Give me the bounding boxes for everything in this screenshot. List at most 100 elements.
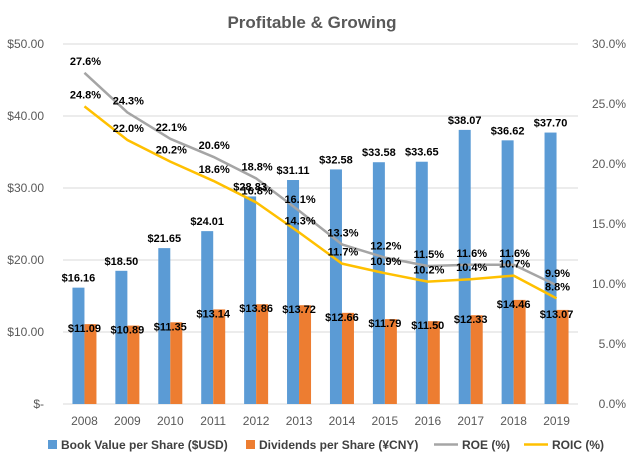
- book-value-bar: [501, 140, 514, 404]
- roic-label: 24.8%: [70, 89, 101, 101]
- dividend-label: $11.79: [368, 318, 401, 330]
- legend-dividends-label: Dividends per Share (¥CNY): [259, 438, 418, 452]
- dividend-label: $13.86: [239, 303, 273, 315]
- gridlines: [63, 43, 578, 405]
- book-value-bar: [544, 132, 557, 404]
- dividend-bar: [127, 325, 140, 404]
- book-value-label: $38.07: [448, 115, 482, 127]
- book-value-bar: [329, 169, 342, 404]
- dividend-bar: [170, 322, 183, 404]
- dividend-bar: [513, 299, 526, 404]
- chart-title: Profitable & Growing: [227, 13, 396, 32]
- book-value-bar: [244, 196, 257, 404]
- book-value-label: $28.83: [233, 181, 267, 193]
- book-value-label: $36.62: [491, 125, 525, 137]
- book-value-label: $24.01: [190, 216, 224, 228]
- book-value-bar: [158, 248, 171, 404]
- left-tick-label: $10.00: [7, 325, 44, 339]
- legend-book-value-swatch: [48, 440, 57, 449]
- roe-line: [83, 71, 558, 287]
- right-tick-label: 10.0%: [592, 277, 626, 291]
- roe-label: 24.3%: [113, 95, 144, 107]
- book-value-bar: [458, 129, 471, 404]
- roe-label: 27.6%: [70, 56, 101, 68]
- x-tick-label: 2016: [414, 414, 441, 428]
- dividend-label: $12.33: [454, 314, 488, 326]
- x-tick-label: 2010: [157, 414, 184, 428]
- roic-label: 10.2%: [413, 265, 444, 277]
- roe-label: 22.1%: [156, 122, 187, 134]
- dividend-label: $12.66: [325, 312, 359, 324]
- left-tick-label: $50.00: [7, 37, 44, 51]
- roe-label: 11.6%: [499, 248, 530, 260]
- dividend-bar: [384, 319, 397, 404]
- dividend-bar: [213, 309, 226, 404]
- legend-book-value-label: Book Value per Share ($USD): [61, 438, 228, 452]
- roic-line: [83, 105, 558, 300]
- roic-label: 20.2%: [156, 145, 187, 157]
- x-tick-label: 2011: [200, 414, 226, 428]
- right-axis-ticks: 0.0% 5.0% 10.0% 15.0% 20.0% 25.0% 30.0%: [592, 37, 626, 411]
- legend-roe-label: ROE (%): [462, 438, 510, 452]
- right-tick-label: 15.0%: [592, 217, 626, 231]
- x-tick-label: 2017: [457, 414, 484, 428]
- x-tick-label: 2015: [372, 414, 399, 428]
- roic-label: 11.7%: [328, 247, 359, 259]
- book-value-label: $37.70: [534, 118, 568, 130]
- line-data-labels: 27.6% 24.3% 22.1% 20.6% 18.8% 16.1% 13.3% 12.2%…: [70, 56, 570, 294]
- roic-label: 10.7%: [499, 259, 530, 271]
- book-value-bar: [287, 180, 300, 404]
- roe-label: 12.2%: [370, 241, 401, 253]
- dividend-label: $13.72: [282, 304, 316, 316]
- x-tick-label: 2019: [543, 414, 570, 428]
- line-series: [83, 71, 558, 300]
- book-value-label: $21.65: [147, 233, 181, 245]
- roic-label: 18.6%: [199, 164, 230, 176]
- dividend-bar: [299, 305, 312, 404]
- left-tick-label: $40.00: [7, 109, 44, 123]
- roe-label: 11.6%: [456, 248, 487, 260]
- dividend-label: $11.50: [411, 320, 444, 332]
- x-tick-label: 2013: [286, 414, 313, 428]
- dividend-bar: [256, 304, 269, 404]
- legend: Book Value per Share ($USD) Dividends per…: [48, 438, 604, 452]
- book-value-bar: [372, 162, 385, 404]
- roe-label: 11.5%: [413, 249, 444, 261]
- book-value-bar: [115, 270, 128, 404]
- dividend-label: $14.46: [497, 299, 531, 311]
- dividend-label: $11.09: [68, 323, 101, 335]
- right-tick-label: 0.0%: [599, 397, 627, 411]
- dividend-bar: [427, 321, 440, 404]
- roe-label: 16.1%: [284, 194, 315, 206]
- right-tick-label: 25.0%: [592, 97, 626, 111]
- left-tick-label: $20.00: [7, 253, 44, 267]
- book-value-label: $32.58: [319, 154, 353, 166]
- x-tick-label: 2018: [500, 414, 527, 428]
- dividend-label: $13.14: [196, 308, 231, 320]
- dividend-bar: [84, 324, 97, 404]
- book-value-label: $18.50: [105, 256, 139, 268]
- x-axis-ticks: 2008 2009 2010 2011 2012 2013 2014 2015 2016 2017…: [71, 414, 570, 428]
- left-tick-label: $-: [33, 397, 44, 411]
- left-axis-ticks: $- $10.00 $20.00 $30.00 $40.00 $50.00: [7, 37, 44, 411]
- book-value-bar: [72, 287, 85, 404]
- book-value-label: $31.11: [277, 165, 310, 177]
- book-value-bar: [201, 231, 214, 404]
- roe-label: 20.6%: [199, 140, 230, 152]
- legend-dividends-swatch: [246, 440, 255, 449]
- x-tick-label: 2008: [71, 414, 98, 428]
- right-tick-label: 30.0%: [592, 37, 626, 51]
- roic-label: 10.4%: [456, 262, 487, 274]
- x-tick-label: 2014: [329, 414, 356, 428]
- dividend-bar: [341, 312, 354, 404]
- book-value-label: $16.16: [62, 273, 96, 285]
- roic-label: 10.9%: [370, 256, 401, 268]
- bar-data-labels: $16.16 $18.50 $21.65 $24.01 $28.83 $31.11 $32.…: [62, 115, 574, 337]
- right-tick-label: 5.0%: [599, 337, 627, 351]
- book-value-bar: [415, 161, 428, 404]
- dividend-bar: [556, 309, 569, 404]
- roe-label: 13.3%: [327, 227, 358, 239]
- roe-label: 9.9%: [545, 268, 570, 280]
- right-tick-label: 20.0%: [592, 157, 626, 171]
